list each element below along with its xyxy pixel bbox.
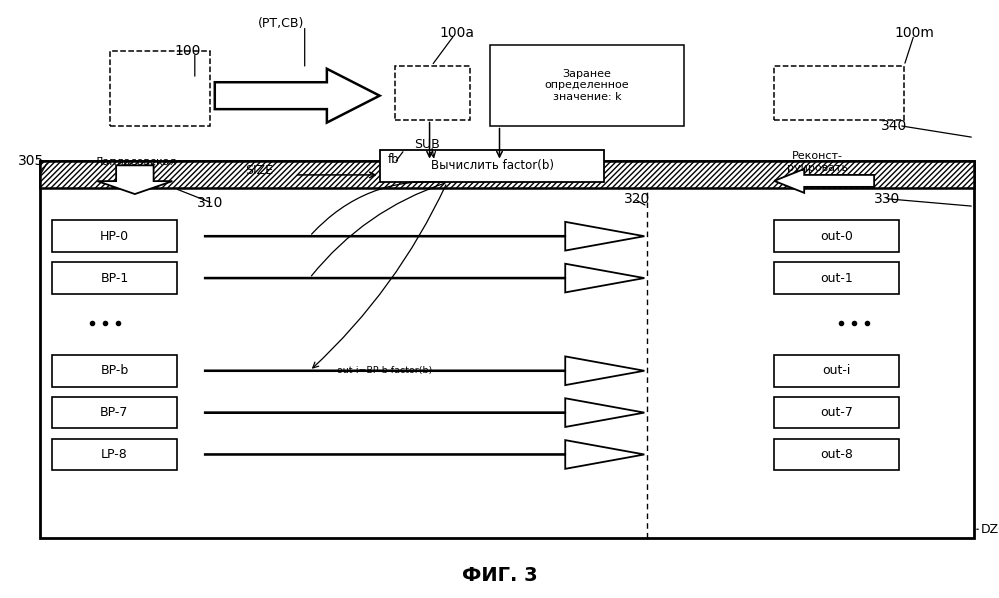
Text: 320: 320 bbox=[624, 192, 650, 206]
Bar bbox=[52, 262, 177, 294]
Bar bbox=[110, 51, 210, 126]
Text: 100a: 100a bbox=[440, 26, 475, 40]
Bar bbox=[395, 66, 470, 120]
Text: BP-b: BP-b bbox=[100, 364, 129, 377]
Text: out-i=BP-b factor(b): out-i=BP-b factor(b) bbox=[338, 366, 433, 376]
Text: out-8: out-8 bbox=[820, 448, 853, 461]
Text: BP-7: BP-7 bbox=[100, 406, 129, 419]
Bar bbox=[52, 439, 177, 470]
Text: out-i: out-i bbox=[822, 364, 851, 377]
Text: out-0: out-0 bbox=[820, 230, 853, 243]
Text: 100: 100 bbox=[175, 44, 201, 58]
Bar bbox=[52, 355, 177, 387]
Polygon shape bbox=[98, 165, 173, 194]
Text: Заранее
определенное
значение: k: Заранее определенное значение: k bbox=[544, 69, 629, 102]
Text: DZC: DZC bbox=[981, 523, 999, 536]
Bar bbox=[774, 397, 899, 428]
Polygon shape bbox=[774, 169, 874, 193]
Text: 310: 310 bbox=[197, 196, 223, 210]
Polygon shape bbox=[205, 264, 644, 292]
Text: 330: 330 bbox=[874, 191, 900, 206]
Text: Реконст-
руировать: Реконст- руировать bbox=[786, 151, 848, 173]
Text: SUB: SUB bbox=[415, 138, 441, 151]
Polygon shape bbox=[205, 222, 644, 251]
Text: fb: fb bbox=[388, 154, 400, 166]
Text: 305: 305 bbox=[18, 154, 44, 169]
Text: out-1: out-1 bbox=[820, 271, 853, 285]
Text: BP-1: BP-1 bbox=[100, 271, 129, 285]
Text: ФИГ. 3: ФИГ. 3 bbox=[462, 566, 537, 585]
Text: SIZE: SIZE bbox=[245, 164, 273, 176]
Bar bbox=[52, 397, 177, 428]
Bar bbox=[490, 45, 684, 126]
Bar bbox=[774, 66, 904, 120]
Text: Вычислить factor(b): Вычислить factor(b) bbox=[431, 160, 553, 172]
Bar bbox=[380, 150, 604, 182]
Bar bbox=[774, 221, 899, 252]
Bar bbox=[774, 355, 899, 387]
Bar bbox=[52, 221, 177, 252]
Polygon shape bbox=[215, 69, 380, 123]
Text: Лапласовская: Лапласовская bbox=[95, 157, 177, 167]
Text: 340: 340 bbox=[881, 118, 907, 133]
Text: HP-0: HP-0 bbox=[100, 230, 129, 243]
Text: 100m: 100m bbox=[894, 26, 934, 40]
Bar bbox=[40, 161, 974, 188]
Polygon shape bbox=[205, 356, 644, 385]
Polygon shape bbox=[205, 440, 644, 469]
Text: (PT,CB): (PT,CB) bbox=[258, 17, 304, 30]
Text: out-7: out-7 bbox=[820, 406, 853, 419]
Text: LP-8: LP-8 bbox=[101, 448, 128, 461]
Bar bbox=[40, 161, 974, 538]
Bar bbox=[774, 262, 899, 294]
Bar bbox=[774, 439, 899, 470]
Polygon shape bbox=[205, 398, 644, 427]
